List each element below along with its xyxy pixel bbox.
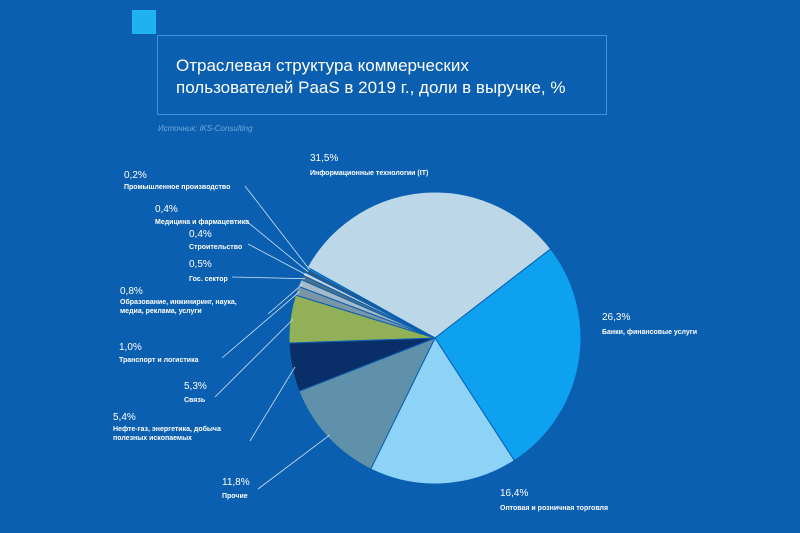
slice-value-label-0: 31,5% bbox=[310, 153, 338, 164]
pie-slice-1 bbox=[434, 248, 582, 462]
leader-line-8 bbox=[231, 276, 305, 280]
leader-line-4 bbox=[249, 366, 296, 442]
slice-category-label-7-1: медиа, реклама, услуги bbox=[120, 308, 202, 315]
leader-line-6 bbox=[221, 291, 300, 359]
slice-category-label-3: Прочие bbox=[222, 493, 248, 500]
slice-category-label-2: Оптовая и розничная торговля bbox=[500, 505, 608, 512]
slice-value-label-3: 11,8% bbox=[222, 477, 250, 488]
slice-category-label-0: Информационные технологии (IT) bbox=[310, 170, 428, 177]
leader-line-7 bbox=[267, 283, 303, 315]
slice-value-label-7: 0,8% bbox=[120, 286, 143, 297]
title-frame-edge bbox=[157, 35, 158, 115]
leader-line-10 bbox=[244, 219, 309, 273]
slice-value-label-2: 16,4% bbox=[500, 488, 528, 499]
title-frame bbox=[157, 35, 607, 115]
slice-category-label-1: Банки, финансовые услуги bbox=[602, 329, 697, 336]
accent-square bbox=[132, 10, 156, 34]
leader-line-11 bbox=[244, 185, 310, 270]
slice-labels: 31,5% Информационные технологии (IT) 26,3%… bbox=[113, 153, 697, 512]
slice-category-label-7: Образование, инжиниринг, наука, bbox=[120, 298, 237, 306]
slice-value-label-1: 26,3% bbox=[602, 312, 630, 323]
slice-value-label-11: 0,2% bbox=[124, 170, 147, 181]
leader-line-3 bbox=[257, 434, 331, 490]
chart-title-line-1: Отраслевая структура коммерческих bbox=[176, 56, 469, 75]
source-note: Источник: iKS-Consulting bbox=[158, 124, 253, 133]
pie-slice-0 bbox=[306, 191, 552, 339]
chart-title: Отраслевая структура коммерческих пользо… bbox=[176, 55, 596, 99]
slice-value-label-6: 1,0% bbox=[119, 342, 142, 353]
pie-slices bbox=[288, 191, 582, 485]
leader-line-9 bbox=[247, 243, 307, 276]
slice-category-label-8: Гос. сектор bbox=[189, 276, 228, 283]
slice-category-label-9: Строительство bbox=[189, 244, 242, 251]
slice-category-label-4: Нефте-газ, энергетика, добыча bbox=[113, 425, 221, 433]
leader-lines bbox=[214, 185, 331, 490]
slice-category-label-11: Промышленное производство bbox=[124, 184, 230, 191]
slice-value-label-5: 5,3% bbox=[184, 381, 207, 392]
slice-category-label-6: Транспорт и логистика bbox=[119, 357, 199, 364]
pie-slice-2 bbox=[370, 336, 516, 485]
slice-value-label-9: 0,4% bbox=[189, 229, 212, 240]
slice-category-label-4-1: полезных ископаемых bbox=[113, 435, 192, 442]
slice-category-label-10: Медицина и фармацевтика bbox=[155, 219, 249, 226]
chart-title-line-2: пользователей PaaS в 2019 г., доли в выр… bbox=[176, 78, 566, 97]
leader-line-5 bbox=[214, 318, 294, 398]
slice-value-label-8: 0,5% bbox=[189, 259, 212, 270]
slice-value-label-4: 5,4% bbox=[113, 412, 136, 423]
slice-value-label-10: 0,4% bbox=[155, 204, 178, 215]
slice-category-label-5: Связь bbox=[184, 397, 206, 404]
